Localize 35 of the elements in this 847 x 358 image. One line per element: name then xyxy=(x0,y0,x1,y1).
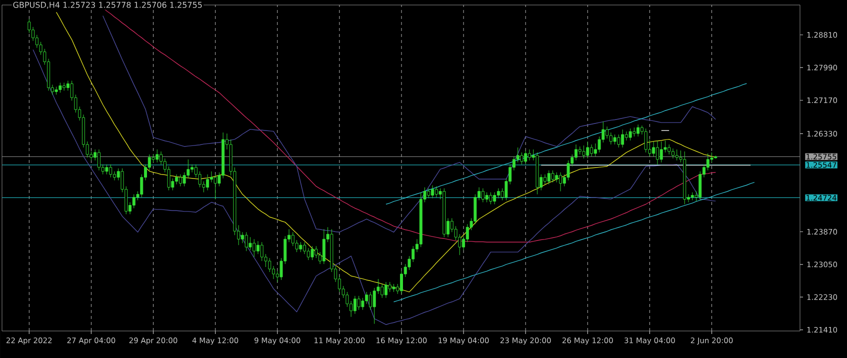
candlestick xyxy=(190,164,194,173)
candlestick xyxy=(656,140,659,165)
candlestick xyxy=(590,144,594,157)
candlestick xyxy=(559,172,562,192)
candlestick xyxy=(240,232,244,244)
candlestick xyxy=(544,174,546,185)
candlestick xyxy=(636,124,640,137)
candlestick xyxy=(256,240,260,254)
candlestick xyxy=(97,149,100,171)
candlestick xyxy=(252,238,256,258)
candlestick xyxy=(706,153,710,171)
candlestick xyxy=(368,292,372,310)
candlestick xyxy=(62,82,66,91)
candlestick xyxy=(606,126,609,139)
candlestick xyxy=(353,296,356,314)
candlestick xyxy=(714,155,718,158)
candlestick xyxy=(431,185,434,199)
candlestick xyxy=(400,270,403,294)
candlestick xyxy=(624,131,628,141)
candlestick xyxy=(156,149,159,163)
candlestick xyxy=(671,148,674,159)
candlestick xyxy=(384,282,388,298)
candlestick xyxy=(621,129,624,148)
candlestick xyxy=(206,174,210,191)
candlestick xyxy=(175,174,178,185)
candlestick xyxy=(683,151,686,205)
candlestick xyxy=(112,171,116,181)
candlestick xyxy=(493,192,496,205)
candlestick xyxy=(496,188,500,199)
candlestick xyxy=(528,149,531,161)
candlestick xyxy=(481,188,484,203)
candlestick xyxy=(303,242,306,254)
candlestick xyxy=(574,144,578,161)
candlestick xyxy=(660,141,663,163)
chart-title: GBPUSD,H4 1.25723 1.25778 1.25706 1.25755 xyxy=(13,2,202,9)
